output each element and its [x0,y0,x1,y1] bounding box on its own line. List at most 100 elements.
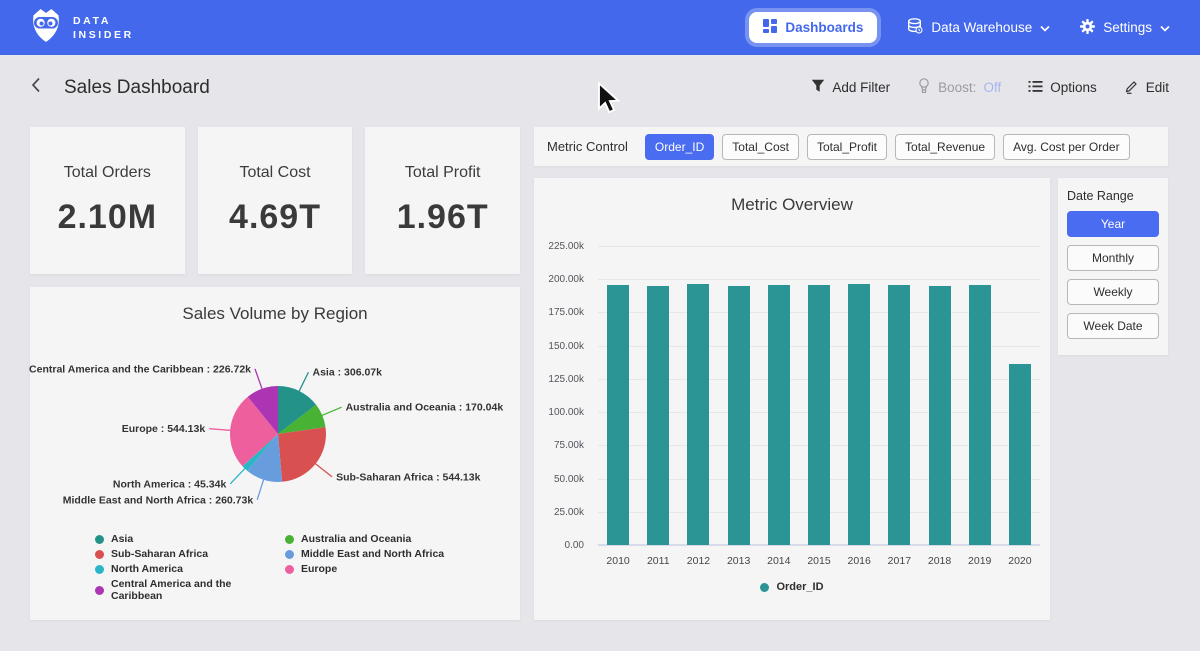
dashboards-button[interactable]: Dashboards [749,12,877,43]
pie-label-sub-saharan-africa: Sub-Saharan Africa : 544.13k [336,471,480,483]
bar-2010[interactable] [607,285,629,545]
x-tick-label: 2012 [687,555,710,567]
boost-toggle[interactable]: Boost: Off [917,78,1001,97]
pie-leader-line [318,407,342,417]
date-range-option-monthly[interactable]: Monthly [1067,245,1159,271]
options-button[interactable]: Options [1028,80,1097,96]
legend-dot [285,535,294,544]
edit-button[interactable]: Edit [1124,79,1169,97]
edit-label: Edit [1146,80,1169,95]
date-range-option-year[interactable]: Year [1067,211,1159,237]
bar-chart-y-axis: 225.00k200.00k175.00k150.00k125.00k100.0… [534,247,590,546]
settings-menu[interactable]: Settings [1080,19,1170,37]
legend-label: Europe [301,563,337,575]
bar-2019[interactable] [969,285,991,545]
legend-dot [95,550,104,559]
pie-label-asia: Asia : 306.07k [313,367,383,379]
database-icon [907,18,923,37]
x-tick-label: 2017 [888,555,911,567]
date-range-option-weekly[interactable]: Weekly [1067,279,1159,305]
bar-chart-legend: Order_ID [534,581,1050,593]
kpi-value: 1.96T [397,198,489,237]
data-warehouse-menu[interactable]: Data Warehouse [907,18,1050,37]
bar-2012[interactable] [687,284,709,545]
legend-dot [95,586,104,595]
legend-label: North America [111,563,183,575]
add-filter-button[interactable]: Add Filter [811,79,890,96]
bar-chart-plot [598,247,1040,546]
legend-label: Central America and the Caribbean [111,578,285,602]
metric-option-total-revenue[interactable]: Total_Revenue [895,134,995,160]
pie-label-europe: Europe : 544.13k [122,423,206,435]
boost-label: Boost: [938,80,976,95]
pie-leader-line [255,369,264,393]
legend-label: Asia [111,533,133,545]
legend-label: Order_ID [776,581,823,593]
boost-balloon-icon [917,78,931,97]
pie-slice-sub-saharan-africa[interactable] [278,427,326,482]
legend-dot [95,565,104,574]
x-tick-label: 2013 [727,555,750,567]
options-list-icon [1028,80,1043,96]
bar-2020[interactable] [1009,364,1031,545]
top-navbar: DATA INSIDER Dashboards [0,0,1200,55]
legend-item-australia-and-oceania[interactable]: Australia and Oceania [285,533,444,545]
date-range-options: Year Monthly Weekly Week Date [1067,211,1159,339]
kpi-label: Total Cost [239,164,310,182]
x-tick-label: 2019 [968,555,991,567]
date-range-card: Date Range YearMonthlyWeeklyWeek Date [1058,178,1168,355]
legend-item-europe[interactable]: Europe [285,563,444,575]
legend-dot [760,583,769,592]
y-tick-label: 200.00k [548,274,584,285]
pie-legend: Asia Sub-Saharan Africa North America Centr… [95,533,444,602]
bar-2011[interactable] [647,286,669,545]
bar-chart-x-axis: 2010 2011 2012 2013 2014 2015 2016 2017 2018 2019… [598,555,1040,569]
legend-label: Middle East and North Africa [301,548,444,560]
metric-options: Order_ID Total_Cost Total_Profit Total_Reve… [645,134,1130,160]
kpi-card-total-orders: Total Orders2.10M [30,127,185,274]
boost-value: Off [983,80,1001,95]
bar-2016[interactable] [848,284,870,545]
dashboards-label: Dashboards [785,20,863,35]
bar-2015[interactable] [808,285,830,545]
legend-item-middle-east-and-north-africa[interactable]: Middle East and North Africa [285,548,444,560]
x-tick-label: 2016 [847,555,870,567]
y-tick-label: 25.00k [554,507,584,518]
back-chevron-icon[interactable] [31,77,41,98]
gridline-200 [598,279,1040,280]
settings-label: Settings [1103,20,1152,35]
pie-leader-line [297,372,308,395]
kpi-label: Total Orders [64,164,151,182]
legend-item-north-america[interactable]: North America [95,563,285,575]
metric-option-order-id[interactable]: Order_ID [645,134,714,160]
brand-line1: DATA [73,14,134,28]
x-tick-label: 2015 [807,555,830,567]
data-warehouse-label: Data Warehouse [931,20,1032,35]
add-filter-label: Add Filter [832,80,890,95]
pie-label-australia-and-oceania: Australia and Oceania : 170.04k [346,402,504,414]
bar-2018[interactable] [929,286,951,545]
filter-icon [811,79,825,96]
legend-dot [95,535,104,544]
brand-logo[interactable]: DATA INSIDER [30,7,134,48]
bar-2017[interactable] [888,285,910,545]
y-tick-label: 75.00k [554,440,584,451]
chevron-down-icon [1040,20,1050,35]
metric-option-avg-cost-per-order[interactable]: Avg. Cost per Order [1003,134,1130,160]
metric-option-total-cost[interactable]: Total_Cost [722,134,799,160]
x-tick-label: 2018 [928,555,951,567]
legend-item-central-america-and-the-caribbean[interactable]: Central America and the Caribbean [95,578,285,602]
y-tick-label: 225.00k [548,241,584,252]
gear-icon [1080,19,1095,37]
legend-item-asia[interactable]: Asia [95,533,285,545]
legend-item-sub-saharan-africa[interactable]: Sub-Saharan Africa [95,548,285,560]
x-tick-label: 2011 [647,555,670,567]
bar-2013[interactable] [728,286,750,545]
x-tick-label: 2010 [606,555,629,567]
page-title: Sales Dashboard [64,77,210,99]
date-range-option-week-date[interactable]: Week Date [1067,313,1159,339]
metric-option-total-profit[interactable]: Total_Profit [807,134,887,160]
x-tick-label: 2014 [767,555,790,567]
bar-2014[interactable] [768,285,790,545]
y-tick-label: 100.00k [548,407,584,418]
